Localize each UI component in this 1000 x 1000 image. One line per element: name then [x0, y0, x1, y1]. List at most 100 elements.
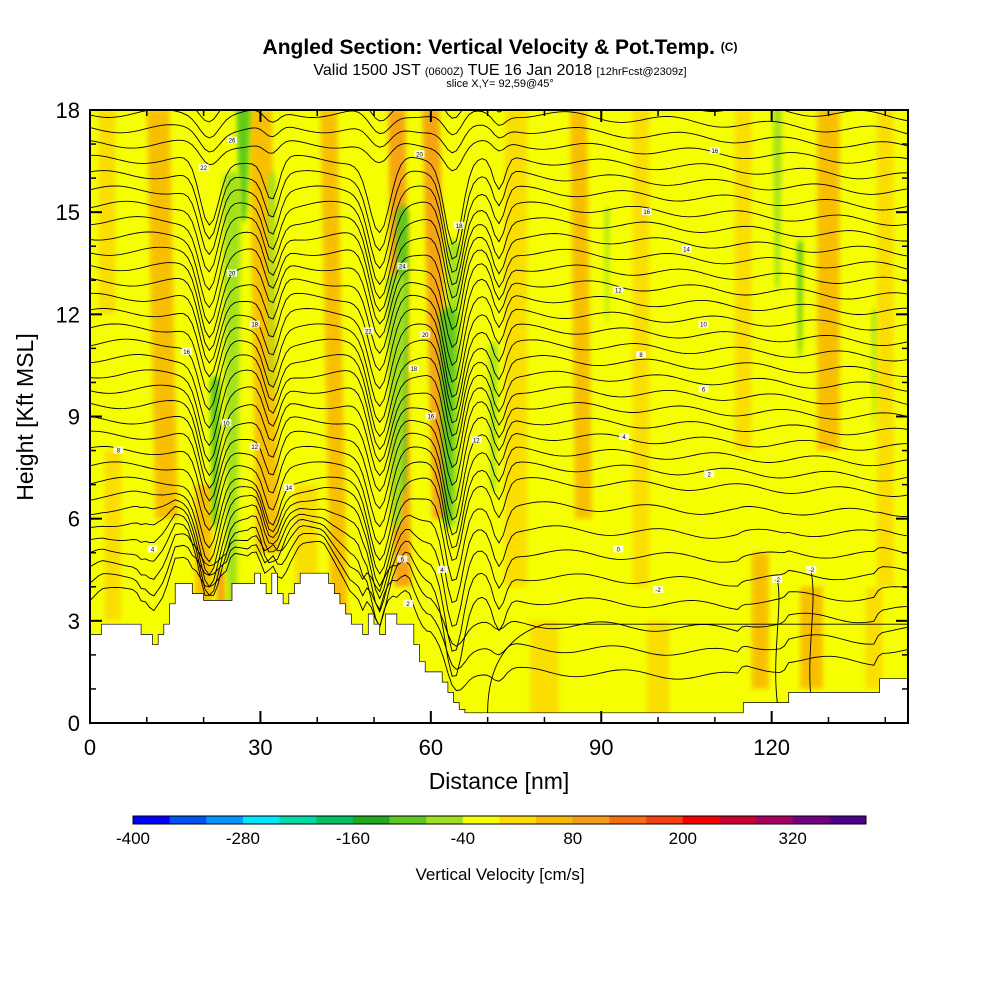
y-tick-label: 12 [56, 302, 80, 327]
chart-title: Angled Section: Vertical Velocity & Pot.… [262, 36, 738, 59]
chart-subtitle: Valid 1500 JST (0600Z) TUE 16 Jan 2018 [… [0, 62, 1000, 80]
x-tick-label: 60 [419, 735, 443, 760]
contour-label-bg [698, 385, 709, 393]
contour-label-text: 22 [200, 166, 207, 172]
field-patch [876, 110, 894, 587]
field-patch [734, 110, 752, 451]
contour-label-bg [227, 136, 237, 144]
contour-label: -2 [772, 576, 783, 584]
contour-label-bg [403, 599, 414, 607]
field-patch [646, 620, 670, 723]
contour-label-text: 8 [117, 449, 121, 455]
contour-label: 6 [698, 385, 709, 393]
colorbar-swatch [646, 816, 684, 824]
isentrope [90, 216, 908, 300]
isentrope [90, 494, 908, 604]
contour-label: 18 [408, 364, 419, 373]
colorbar-tick-label: 320 [779, 829, 807, 848]
colorbar-tick-label: -400 [116, 829, 150, 848]
y-tick-label: 6 [68, 507, 80, 532]
contour-label-bg [653, 586, 664, 594]
contour-label-bg [613, 545, 624, 553]
isentrope [90, 513, 908, 652]
colorbar-swatch [242, 816, 280, 824]
contour-label: 24 [397, 262, 408, 271]
downdraft-patch [268, 171, 276, 393]
isentrope [90, 486, 908, 582]
x-tick-label: 0 [84, 735, 96, 760]
colorbar-swatch [792, 816, 830, 824]
colorbar-swatch [829, 816, 867, 824]
contour-label: 10 [698, 320, 709, 329]
colorbar: -400 -280 -160 -40 80 200 320 [116, 815, 867, 848]
contour-label-bg [709, 146, 720, 154]
colorbar-tick-label: -160 [336, 829, 370, 848]
terrain-profile [90, 572, 908, 723]
contour-label: 4 [147, 545, 158, 553]
contour-label: 16 [425, 412, 436, 421]
contour-label-text: 8 [639, 353, 643, 359]
contour-label-bg [613, 286, 624, 294]
contour-label-text: -2 [655, 588, 661, 594]
contour-label-text: 6 [702, 387, 706, 393]
contour-label: 8 [636, 351, 646, 359]
colorbar-swatch [426, 816, 464, 824]
contour-label: 20 [227, 269, 237, 278]
colorbar-swatch [609, 816, 647, 824]
contour-label-bg [414, 150, 425, 158]
contour-label-bg [397, 262, 408, 270]
downdraft-patch [871, 307, 877, 427]
field-patch [751, 552, 769, 689]
contour-label: 0 [613, 545, 624, 553]
contour-label: 16 [709, 146, 720, 155]
contour-label-bg [681, 245, 692, 253]
field-patch [320, 110, 349, 655]
contour-label: 22 [363, 327, 374, 335]
contour-label-text: 14 [285, 486, 292, 492]
isentrope [90, 415, 908, 505]
colorbar-tick-label: 80 [563, 829, 582, 848]
isentrope [90, 246, 908, 331]
contour-label: 14 [681, 245, 692, 254]
isentrope [90, 532, 908, 670]
contour-label-text: 20 [422, 333, 429, 339]
isentrope [90, 519, 908, 677]
isentrope [90, 384, 908, 469]
colorbar-swatch [719, 816, 757, 824]
contour-label-bg [113, 446, 124, 454]
contour-label: 20 [420, 330, 431, 339]
isentrope [195, 110, 908, 123]
contour-label: 10 [221, 419, 232, 427]
contour-label-text: 4 [441, 568, 445, 574]
contour-label-text: 4 [151, 547, 155, 553]
contour-label-bg [181, 347, 192, 355]
contour-label-bg [397, 555, 408, 563]
contour-label-bg [227, 269, 237, 277]
contour-labels: 26222018161614121086420-2841012141618202… [113, 136, 817, 608]
y-axis-title: Height [Kft MSL] [12, 333, 38, 500]
isentrope [90, 278, 908, 367]
valid-time: Valid 1500 JST [313, 62, 421, 79]
contour-label: 18 [249, 320, 260, 329]
isentrope [90, 369, 908, 452]
contour-label-text: 12 [615, 289, 622, 295]
x-tick-label: 30 [248, 735, 272, 760]
contour-label: 12 [471, 436, 482, 444]
downdraft-patch [604, 205, 610, 325]
contour-label: -2 [653, 586, 664, 594]
contour-label-bg [704, 470, 715, 478]
colorbar-swatch [169, 816, 207, 824]
copyright-mark: (C) [720, 40, 738, 54]
isentrope [90, 446, 908, 536]
colorbar-swatch [572, 816, 610, 824]
isentrope [487, 623, 908, 713]
colorbar-swatch [756, 816, 793, 824]
contour-label: 2 [403, 599, 414, 608]
colorbar-swatch [389, 816, 427, 824]
y-tick-label: 9 [68, 405, 80, 430]
contour-label-text: 18 [251, 323, 258, 329]
contour-label: 4 [619, 432, 629, 441]
contour-label-text: -2 [809, 568, 815, 574]
field-patch [104, 450, 122, 621]
